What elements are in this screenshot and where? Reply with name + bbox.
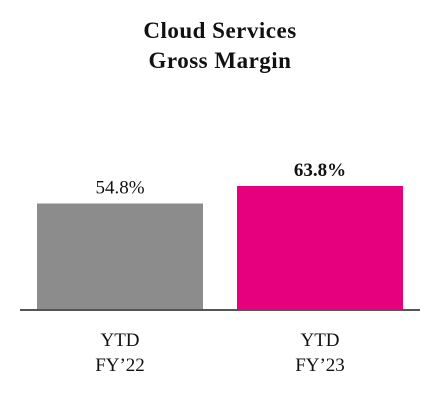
- chart-title: Cloud Services Gross Margin: [0, 16, 440, 76]
- bar-2: [237, 186, 403, 310]
- category-label-2-line-2: FY’23: [295, 355, 345, 376]
- category-label-1-line-2: FY’22: [95, 355, 145, 376]
- data-label-1: 54.8%: [95, 177, 144, 198]
- category-label-1-line-1: YTD: [100, 330, 139, 351]
- category-label-2-line-1: YTD: [300, 330, 339, 351]
- data-label-2: 63.8%: [294, 160, 346, 181]
- bar-1: [37, 203, 203, 310]
- chart-title-line-1: Cloud Services: [143, 18, 297, 43]
- chart-title-line-2: Gross Margin: [148, 48, 292, 73]
